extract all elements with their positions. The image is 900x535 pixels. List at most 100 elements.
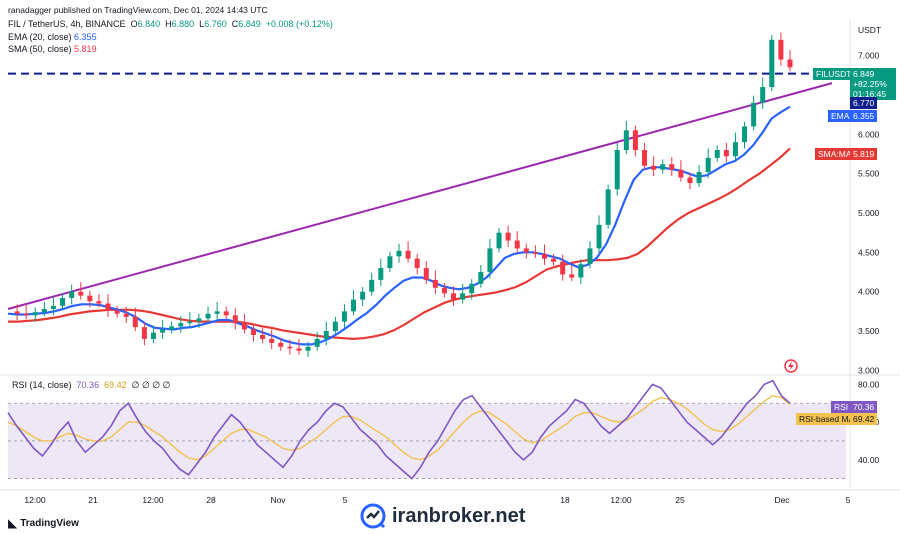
time-tick-label: Nov bbox=[270, 495, 286, 505]
candle-body bbox=[505, 232, 511, 241]
candle-body bbox=[687, 177, 693, 184]
candle-body bbox=[351, 299, 357, 312]
candle-body bbox=[251, 329, 257, 336]
candle-body bbox=[469, 283, 475, 294]
candle-body bbox=[196, 318, 202, 322]
candle-body bbox=[514, 240, 520, 249]
ohlc-header: FIL / TetherUS, 4h, BINANCE O6.840 H6.88… bbox=[8, 19, 333, 29]
candle-body bbox=[778, 39, 784, 60]
watermark: iranbroker.net bbox=[360, 503, 525, 529]
rsi-ma-badge: 69.42 bbox=[850, 413, 878, 425]
candle-body bbox=[214, 311, 220, 314]
candle-body bbox=[723, 150, 729, 157]
candle-body bbox=[269, 338, 275, 343]
candle-body bbox=[678, 169, 684, 178]
candle-body bbox=[432, 279, 438, 288]
candle-body bbox=[541, 253, 547, 259]
candle-body bbox=[41, 309, 47, 313]
candle-body bbox=[60, 298, 66, 306]
candle-body bbox=[423, 268, 429, 280]
candle-body bbox=[160, 329, 166, 333]
candle-body bbox=[132, 316, 138, 328]
candle-body bbox=[405, 250, 411, 259]
event-marker-icon bbox=[784, 359, 798, 373]
rsi-tick-label: 40.00 bbox=[858, 455, 880, 465]
price-badge: 6.849 +82.25% 01:16:45 bbox=[850, 68, 896, 100]
candle-body bbox=[569, 274, 575, 278]
rsi-ma-header-value: 69.42 bbox=[104, 380, 127, 390]
candle-body bbox=[260, 335, 266, 339]
candle-body bbox=[205, 313, 211, 319]
candle-body bbox=[496, 232, 502, 249]
rsi-ma-line bbox=[7, 394, 791, 461]
candle-body bbox=[660, 164, 666, 170]
rsi-header: RSI (14, close) 70.36 69.42 ∅ ∅ ∅ ∅ bbox=[12, 380, 171, 390]
candle-body bbox=[751, 102, 757, 127]
ascending-trendline bbox=[7, 82, 833, 310]
price-tick-label: 6.000 bbox=[858, 129, 880, 139]
sma-badge: 5.819 bbox=[850, 148, 878, 160]
open-value: 6.840 bbox=[137, 19, 161, 29]
rsi-band bbox=[8, 403, 846, 479]
candle-body bbox=[369, 279, 375, 292]
candle-body bbox=[387, 256, 393, 269]
candle-body bbox=[523, 248, 529, 253]
candle-body bbox=[141, 327, 147, 339]
lightning-icon bbox=[788, 361, 794, 371]
candle-body bbox=[414, 258, 420, 269]
ema-20-line bbox=[7, 105, 791, 346]
candle-body bbox=[241, 323, 247, 330]
time-tick-label: 21 bbox=[88, 495, 98, 505]
candle-body bbox=[714, 150, 720, 158]
candle-body bbox=[760, 87, 766, 103]
rsi-line bbox=[7, 379, 791, 480]
tradingview-logo[interactable]: ◣ TradingView bbox=[8, 516, 79, 530]
low-value: 6.760 bbox=[204, 19, 227, 29]
candle-body bbox=[478, 272, 484, 284]
candle-body bbox=[23, 313, 29, 316]
symbol-title: FIL / TetherUS, 4h, BINANCE bbox=[8, 19, 126, 29]
price-tick-label: 4.500 bbox=[858, 247, 880, 257]
ema-tag: EMA bbox=[828, 110, 853, 122]
candle-body bbox=[123, 313, 129, 317]
candle-body bbox=[587, 248, 593, 265]
symbol-badge: FILUSDT bbox=[813, 68, 855, 80]
candle-body bbox=[341, 311, 347, 322]
candle-body bbox=[396, 250, 402, 257]
time-tick-label: 12:00 bbox=[24, 495, 46, 505]
sma-tag: SMA:MA bbox=[815, 148, 855, 160]
candle-body bbox=[50, 305, 56, 310]
candle-body bbox=[669, 164, 675, 170]
candle-body bbox=[287, 346, 293, 349]
high-value: 6.880 bbox=[171, 19, 195, 29]
sma-50-line bbox=[8, 147, 791, 341]
candle-body bbox=[78, 291, 84, 296]
candle-body bbox=[187, 321, 193, 324]
candle-body bbox=[596, 224, 602, 249]
candle-body bbox=[32, 312, 38, 316]
ema-header-value: 6.355 bbox=[74, 32, 97, 42]
rsi-badge: 70.36 bbox=[850, 401, 878, 413]
time-tick-label: 5 bbox=[343, 495, 348, 505]
candle-body bbox=[578, 264, 584, 278]
price-tick-label: 5.500 bbox=[858, 169, 880, 179]
close-value: 6.849 bbox=[238, 19, 261, 29]
candle-body bbox=[360, 291, 366, 300]
price-tick-label: 3.000 bbox=[858, 365, 880, 375]
rsi-tag: RSI bbox=[831, 401, 852, 413]
time-tick-label: 12:00 bbox=[142, 495, 164, 505]
candle-body bbox=[296, 348, 302, 351]
candle-body bbox=[651, 165, 657, 170]
time-tick-label: Dec bbox=[774, 495, 790, 505]
candle-body bbox=[623, 130, 629, 151]
candle-body bbox=[96, 301, 102, 304]
candle-body bbox=[705, 157, 711, 173]
time-tick-label: 28 bbox=[206, 495, 216, 505]
candle-body bbox=[614, 150, 620, 190]
candle-body bbox=[742, 126, 748, 143]
candle-body bbox=[605, 189, 611, 225]
candle-body bbox=[532, 252, 538, 254]
candle-body bbox=[150, 332, 156, 339]
price-tick-label: 3.500 bbox=[858, 326, 880, 336]
